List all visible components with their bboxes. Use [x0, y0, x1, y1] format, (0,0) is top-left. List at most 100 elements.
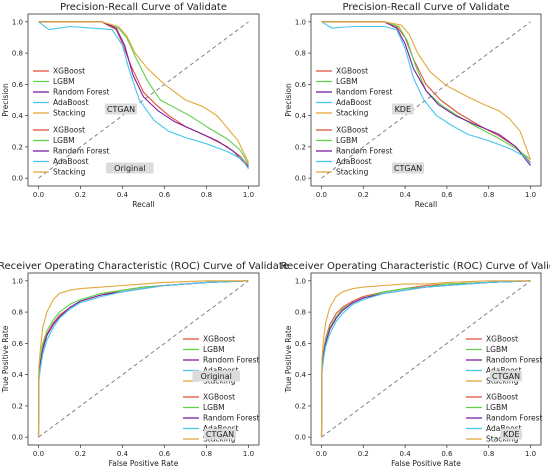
y-tick-label: 0.8 [12, 50, 23, 58]
chart-1: Precision-Recall Curve of Validate 0.0 0.2… [1, 2, 260, 209]
legend-entry-label: Random Forest [53, 147, 110, 156]
series-line-stacking [37, 280, 249, 438]
dataset-tag: KDE [503, 430, 519, 439]
dataset-tag-box [490, 370, 522, 382]
y-tick-label: 1.0 [12, 18, 23, 26]
legend-entry-label: AdaBoost [336, 157, 372, 166]
legend-entry-label: XGBoost [203, 393, 235, 402]
y-tick-label: 1.0 [295, 277, 306, 285]
series-line-adaboost [38, 21, 249, 170]
y-tick-label: 0.0 [295, 175, 306, 183]
dataset-tag-box [500, 428, 522, 440]
x-tick-label: 1.0 [243, 191, 254, 199]
x-tick-label: 0.4 [400, 450, 412, 458]
series-line-stacking [38, 21, 249, 163]
x-tick-label: 0.4 [117, 191, 129, 199]
legend-entry-label: LGBM [203, 403, 225, 412]
x-axis-label: Recall [132, 200, 154, 209]
y-axis-label: Precision [284, 83, 293, 117]
legend-entry-label: Random Forest [486, 356, 543, 365]
dataset-tag-box [204, 428, 236, 440]
x-tick-label: 0.8 [201, 450, 212, 458]
legend-entry-label: Stacking [53, 109, 86, 118]
legend-entry-label: Random Forest [336, 88, 393, 97]
y-tick-label: 0.6 [12, 340, 24, 348]
y-tick-label: 0.4 [12, 371, 24, 379]
dataset-tag-box [105, 103, 137, 115]
y-tick-label: 0.4 [12, 112, 24, 120]
series-line-adaboost [320, 280, 531, 438]
y-tick-label: 0.4 [295, 371, 307, 379]
legend-entry-label: Stacking [336, 109, 369, 118]
y-tick-label: 0.8 [295, 50, 306, 58]
y-tick-label: 0.2 [12, 143, 23, 151]
x-tick-label: 0.6 [441, 450, 453, 458]
x-axis-label: False Positive Rate [391, 459, 461, 468]
legend-entry-label: Random Forest [203, 414, 260, 423]
chart-title: Precision-Recall Curve of Validate [60, 2, 227, 13]
x-tick-label: 1.0 [525, 191, 536, 199]
y-axis-label: True Positive Rate [284, 325, 293, 393]
x-tick-label: 0.6 [159, 450, 171, 458]
y-tick-label: 0.8 [295, 309, 306, 317]
plot-frame [310, 272, 542, 446]
y-tick-label: 0.6 [295, 340, 307, 348]
series-line-adaboost [37, 280, 249, 438]
legend-entry-label: XGBoost [53, 67, 85, 76]
x-tick-label: 1.0 [525, 450, 536, 458]
chart-title: Receiver Operating Characteristic (ROC) … [0, 261, 289, 272]
chart-2: Precision-Recall Curve of Validate 0.0 0.2… [284, 2, 542, 209]
reference-diagonal [321, 280, 531, 438]
chart-4: Receiver Operating Characteristic (ROC) … [281, 261, 550, 468]
y-axis-label: Precision [1, 83, 10, 117]
x-tick-label: 0.8 [201, 191, 212, 199]
y-tick-label: 0.4 [295, 112, 307, 120]
legend-entry-label: XGBoost [336, 126, 368, 135]
reference-diagonal [321, 21, 531, 179]
legend-entry-label: Random Forest [203, 356, 260, 365]
series-line-stacking [320, 280, 531, 438]
x-tick-label: 0.0 [316, 450, 327, 458]
x-tick-label: 0.2 [75, 191, 86, 199]
plot-frame [27, 272, 260, 446]
legend-entry-label: LGBM [336, 77, 358, 86]
legend-entry-label: XGBoost [486, 335, 518, 344]
plot-frame [310, 13, 542, 187]
legend-entry-label: AdaBoost [53, 98, 89, 107]
x-axis-label: False Positive Rate [109, 459, 179, 468]
legend-entry-label: LGBM [53, 136, 75, 145]
legend-entry-label: Stacking [53, 168, 86, 177]
legend-entry-label: AdaBoost [336, 98, 372, 107]
series-line-stacking [321, 21, 532, 160]
legend-entry-label: Random Forest [53, 88, 110, 97]
chart-title: Receiver Operating Characteristic (ROC) … [281, 261, 550, 272]
y-axis-label: True Positive Rate [1, 325, 10, 393]
legend-entry-label: XGBoost [336, 67, 368, 76]
x-tick-label: 0.2 [358, 191, 369, 199]
legend-entry-label: LGBM [486, 345, 508, 354]
y-tick-label: 1.0 [295, 18, 306, 26]
legend-entry-label: Random Forest [486, 414, 543, 423]
x-tick-label: 0.8 [483, 191, 494, 199]
dataset-tag: CTGAN [206, 430, 234, 439]
chart-3: Receiver Operating Characteristic (ROC) … [0, 261, 289, 468]
dataset-tag-box [106, 162, 154, 174]
y-tick-label: 0.0 [295, 434, 306, 442]
plot-frame [27, 13, 260, 187]
x-tick-label: 0.0 [316, 191, 327, 199]
dataset-tag: Original [114, 164, 145, 173]
legend-entry-label: LGBM [336, 136, 358, 145]
x-tick-label: 0.0 [33, 191, 44, 199]
x-tick-label: 0.6 [159, 191, 171, 199]
dataset-tag: Original [201, 372, 232, 381]
dataset-tag-box [392, 103, 414, 115]
dataset-tag: KDE [395, 105, 411, 114]
x-tick-label: 0.0 [33, 450, 44, 458]
